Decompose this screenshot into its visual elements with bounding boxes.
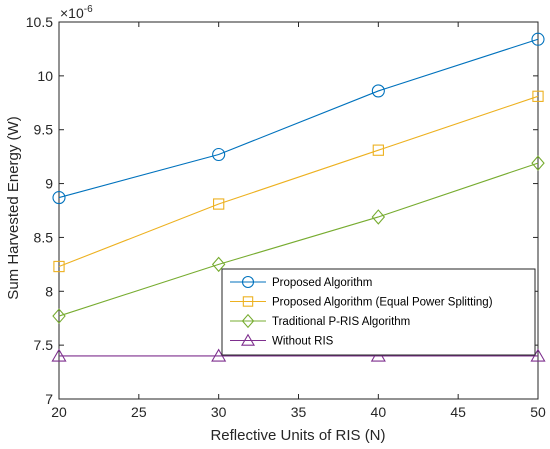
x-tick-label: 35 [291, 404, 307, 420]
x-tick-label: 30 [211, 404, 227, 420]
legend-label: Traditional P-RIS Algorithm [272, 316, 410, 328]
x-tick-label: 20 [51, 404, 67, 420]
circle-marker [241, 275, 255, 289]
circle-marker [212, 147, 226, 162]
square-marker [372, 144, 384, 156]
legend-item: Traditional P-RIS Algorithm [230, 313, 410, 329]
legend-item: Without RIS [230, 333, 334, 348]
y-exponent-label: ×10-6 [60, 4, 93, 21]
y-tick-label: 10.5 [26, 14, 53, 30]
square-marker [213, 198, 225, 210]
y-tick-label: 8 [45, 283, 53, 299]
y-tick-label: 9 [45, 176, 53, 192]
legend-label: Proposed Algorithm (Equal Power Splittin… [272, 297, 493, 309]
legend-item: Proposed Algorithm (Equal Power Splittin… [230, 296, 493, 309]
y-tick-label: 7.5 [34, 337, 54, 353]
triangle-marker [240, 333, 256, 346]
legend-item: Proposed Algorithm [230, 275, 372, 289]
y-tick-label: 9.5 [34, 122, 54, 138]
x-tick-label: 25 [131, 404, 147, 420]
x-tick-label: 45 [450, 404, 466, 420]
y-tick-label: 10 [37, 68, 53, 84]
x-tick-label: 40 [371, 404, 387, 420]
square-marker [242, 296, 254, 307]
circle-marker [371, 84, 385, 98]
circle-marker [52, 191, 66, 205]
diamond-marker [531, 155, 545, 171]
series-layer [51, 32, 546, 362]
square-marker [532, 90, 544, 102]
series-line [58, 95, 539, 268]
legend-box [221, 268, 536, 356]
diamond-marker [211, 256, 226, 273]
legend-label: Proposed Algorithm [272, 277, 372, 289]
x-axis-label: Reflective Units of RIS (N) [210, 427, 385, 444]
series-line [58, 38, 539, 199]
legend-label: Without RIS [272, 336, 334, 348]
circle-marker [531, 32, 545, 46]
y-axis-label: Sum Harvested Energy (W) [5, 116, 22, 299]
series-1 [52, 32, 545, 205]
ticks-layer: 20 25 30 35 40 45 50 7 7.5 8 8.5 9 9.5 10 10.5 [26, 14, 546, 420]
diamond-marker [52, 308, 66, 324]
diamond-marker [241, 313, 255, 329]
legend: Proposed Algorithm Proposed Algorithm (Eq… [221, 268, 536, 356]
x-tick-label: 50 [530, 404, 546, 420]
triangle-marker [51, 348, 67, 362]
square-marker [53, 260, 65, 273]
y-tick-label: 7 [45, 391, 53, 407]
series-2 [53, 90, 544, 273]
diamond-marker [371, 209, 386, 225]
series-3 [52, 155, 545, 324]
series-line [58, 162, 539, 317]
y-tick-label: 8.5 [34, 229, 54, 245]
